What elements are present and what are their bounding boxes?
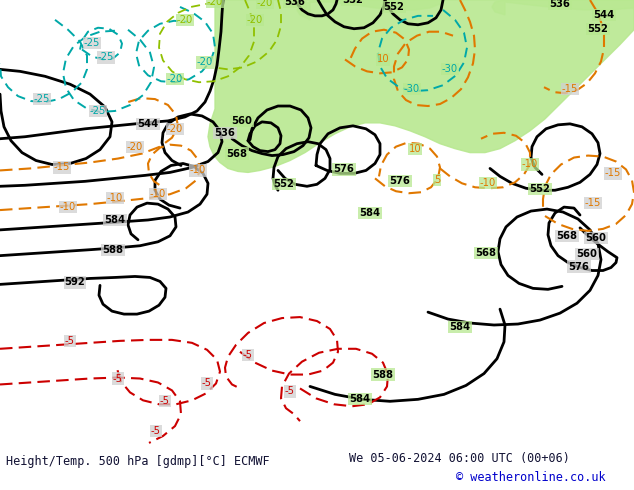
Polygon shape [297,0,445,20]
Text: -10: -10 [150,189,166,199]
Text: 576: 576 [333,165,354,174]
Text: -25: -25 [98,52,114,62]
Text: -25: -25 [90,106,106,116]
Text: -20: -20 [257,0,273,8]
Text: 584: 584 [359,208,380,218]
Text: 552: 552 [529,184,550,194]
Text: -10: -10 [522,159,538,170]
Text: 544: 544 [593,10,614,20]
Text: -20: -20 [127,142,143,151]
Text: 552: 552 [384,2,404,12]
Text: 536: 536 [285,0,306,7]
Text: 560: 560 [586,233,607,243]
Text: -10: -10 [60,202,76,212]
Text: 576: 576 [569,262,590,271]
Text: -5: -5 [113,373,123,384]
Text: 10: 10 [377,54,389,65]
Text: 584: 584 [105,215,126,225]
Text: 536: 536 [214,128,235,138]
Text: © weatheronline.co.uk: © weatheronline.co.uk [456,471,606,484]
Text: -10: -10 [480,178,496,188]
Text: -15: -15 [562,84,578,94]
Text: 552: 552 [342,0,363,5]
Text: -5: -5 [160,396,170,406]
Text: -15: -15 [605,169,621,178]
Text: -25: -25 [84,38,100,48]
Text: -5: -5 [65,336,75,346]
Text: -20: -20 [167,124,183,134]
Text: -10: -10 [107,193,123,203]
Text: -10: -10 [190,166,206,175]
Text: 560: 560 [576,248,597,259]
Text: 568: 568 [557,231,578,241]
Text: 536: 536 [550,0,571,9]
Text: 576: 576 [389,176,410,186]
Polygon shape [208,0,634,172]
Text: 588: 588 [103,245,124,255]
Text: 5: 5 [434,175,440,185]
Text: -5: -5 [151,426,161,436]
Text: 568: 568 [226,148,247,159]
Text: 584: 584 [349,394,370,404]
Text: 592: 592 [65,277,86,288]
Text: 552: 552 [588,24,609,34]
Text: -5: -5 [285,387,295,396]
Text: -5: -5 [202,378,212,389]
Text: -20: -20 [177,15,193,25]
Text: -5: -5 [243,350,253,360]
Text: 10: 10 [409,144,422,154]
Text: 568: 568 [476,247,496,258]
Text: 584: 584 [450,322,470,332]
Text: -20: -20 [197,57,213,68]
Text: -15: -15 [54,163,70,172]
Text: 560: 560 [231,116,252,126]
Text: -20: -20 [247,15,263,25]
Text: 588: 588 [373,369,394,380]
Text: -15: -15 [585,198,601,208]
Text: -20: -20 [167,74,183,84]
Polygon shape [492,0,634,15]
Text: Height/Temp. 500 hPa [gdmp][°C] ECMWF: Height/Temp. 500 hPa [gdmp][°C] ECMWF [6,455,270,468]
Text: 552: 552 [273,179,294,189]
Text: -25: -25 [34,94,50,104]
Text: We 05-06-2024 06:00 UTC (00+06): We 05-06-2024 06:00 UTC (00+06) [349,452,569,465]
Text: -30: -30 [442,64,458,74]
Text: 544: 544 [138,119,158,129]
Text: -20: -20 [207,0,223,7]
Text: -30: -30 [404,84,420,94]
